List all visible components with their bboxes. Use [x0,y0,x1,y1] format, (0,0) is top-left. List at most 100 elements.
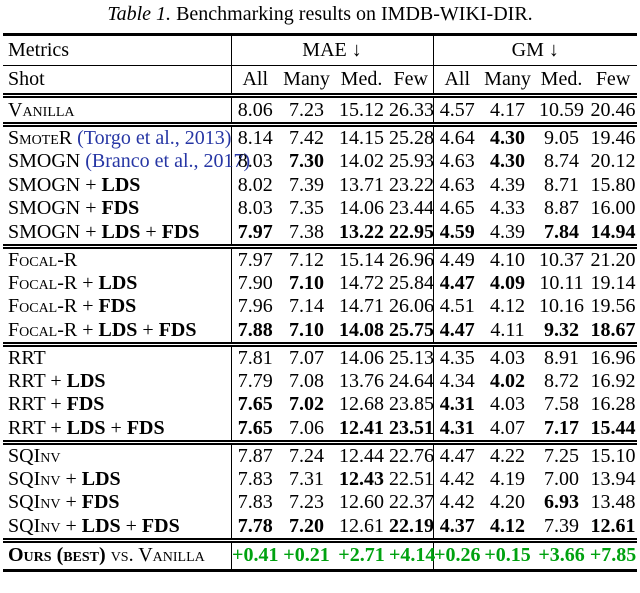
col-header-gm-all: All [432,65,482,98]
value-cell: 4.09 [490,271,526,294]
citation-link[interactable]: (Branco et al., 2017) [85,150,251,173]
value-cell: 8.74 [544,150,580,173]
footer-value-cell: +0.21 [279,540,334,572]
value-cell: 8.72 [544,369,580,392]
method-cell: Focal-R + LDS [3,272,231,296]
value-cell: 4.31 [432,393,482,417]
shot-header-row: Shot All Many Med. Few All Many Med. Few [3,65,638,98]
col-header-gm-few: Few [589,65,638,98]
method-name-text: RRT + [8,416,67,439]
value-cell: 8.06 [230,95,279,127]
col-header-gm-many: Many [481,65,535,98]
col-header-mae-med: Med. [334,65,389,98]
value-cell: 4.63 [432,173,482,197]
method-cell: RRT + LDS + FDS [3,416,231,445]
method-name-text: Focal-R + [8,295,99,318]
value-cell: 4.51 [432,295,482,319]
value-cell: 13.76 [339,369,384,392]
footer-value-cell: +2.71 [334,540,389,572]
value-cell: 4.47 [432,442,482,468]
method-name-text: LDS [81,514,121,537]
method-name-text: Focal-R [8,248,78,271]
value-cell: 22.95 [389,220,434,249]
value-cell: 7.10 [279,318,334,347]
value-cell: 4.47 [432,271,482,295]
citation-link[interactable]: (Torgo et al., 2013) [77,127,232,149]
table-row: SMOGN + LDS + FDS 7.97 7.38 13.22 22.95 4.59 4… [3,220,638,249]
value-cell: 15.14 [339,248,384,271]
table-row: SQInv 7.87 7.24 12.44 22.76 4.47 4.22 7.25 15.10 [3,442,637,468]
value-cell: 7.81 [230,344,279,370]
value-cell: 10.11 [539,271,584,294]
value-cell: 16.92 [590,369,636,392]
col-header-gm-med: Med. [534,65,590,98]
value-cell: 10.59 [534,95,590,127]
method-cell: SQInv + FDS [3,491,231,515]
method-name-text: vs. [105,544,139,566]
value-cell: 4.12 [481,514,535,543]
value-cell: 7.88 [230,318,279,347]
method-name-text: SmoteR [8,127,73,149]
value-cell: 4.37 [432,514,482,543]
method-name-text: LDS [101,173,141,196]
footer-value-cell: +0.41 [230,540,279,572]
value-cell: 4.31 [432,416,482,445]
method-cell: SQInv + LDS + FDS [3,514,231,543]
value-cell: 7.08 [289,369,324,392]
value-cell: 19.56 [590,295,636,318]
method-name-text: + [137,318,159,341]
value-cell: 8.71 [544,173,580,196]
value-cell: 4.59 [432,220,482,249]
table-row: Focal-R + FDS 7.96 7.14 14.71 26.06 4.51 4.12 1… [3,295,637,319]
value-cell: 26.96 [389,248,434,271]
method-name-text: LDS [101,220,141,243]
method-name-text: SQInv + [8,491,82,514]
method-name-text: Vanilla [8,98,75,121]
method-name-text: FDS [98,295,137,318]
value-cell: 9.32 [534,318,590,347]
method-cell: Focal-R + LDS + FDS [3,318,231,347]
method-name-text: FDS [141,514,180,537]
value-cell: 4.17 [481,95,535,127]
value-cell: 7.25 [544,444,580,467]
value-cell: 4.30 [490,150,526,173]
method-name-text: LDS [66,416,106,439]
value-cell: 4.64 [432,124,482,150]
table-row: SMOGN (Branco et al., 2017) 8.03 7.30 14.02… [3,150,637,174]
value-cell: 4.34 [432,369,482,393]
value-cell: 16.96 [590,346,636,369]
method-name-text: FDS [81,491,120,514]
method-name-text: Vanilla [138,544,205,566]
value-cell: 4.49 [432,246,482,272]
table-row: Focal-R + LDS + FDS 7.88 7.10 14.08 25.75 4.4… [3,318,638,347]
value-cell: 23.51 [389,416,434,445]
table-caption-text: Benchmarking results on IMDB-WIKI-DIR. [176,3,533,25]
value-cell: 4.12 [490,295,526,318]
method-name-text: SMOGN [8,150,81,173]
method-name-text: RRT + [8,393,67,416]
method-cell: SMOGN + LDS [3,174,231,198]
col-header-metrics: Metrics [3,33,231,66]
value-cell: 7.31 [289,467,324,490]
method-name-text: SQInv [8,444,61,467]
method-name-text: + [140,220,162,243]
method-cell: SQInv + LDS [3,468,231,492]
value-cell: 8.87 [544,197,580,220]
value-cell: 4.39 [490,173,526,196]
table-row: RRT + LDS 7.79 7.08 13.76 24.64 4.34 4.02 8.72 1… [3,369,637,393]
value-cell: 25.75 [389,318,434,347]
table-row: RRT + LDS + FDS 7.65 7.06 12.41 23.51 4.31 4.0… [3,416,638,445]
method-name-text: + [105,416,127,439]
value-cell: 10.37 [539,248,585,271]
value-cell: 7.42 [289,127,324,149]
method-name-text: RRT [8,346,46,369]
table-row: SQInv + LDS + FDS 7.78 7.20 12.61 22.19 4.37 4… [3,514,638,543]
table-caption: Table 1. Benchmarking results on IMDB-WI… [0,0,640,33]
table-row: SMOGN + FDS 8.03 7.35 14.06 23.44 4.65 4.33 8.8… [3,197,637,221]
col-header-shot: Shot [3,65,231,98]
value-cell: 4.03 [490,346,526,369]
value-cell: 14.06 [339,197,384,220]
value-cell: 19.46 [590,127,636,149]
method-name-text: FDS [126,416,165,439]
value-cell: 26.06 [389,295,434,318]
